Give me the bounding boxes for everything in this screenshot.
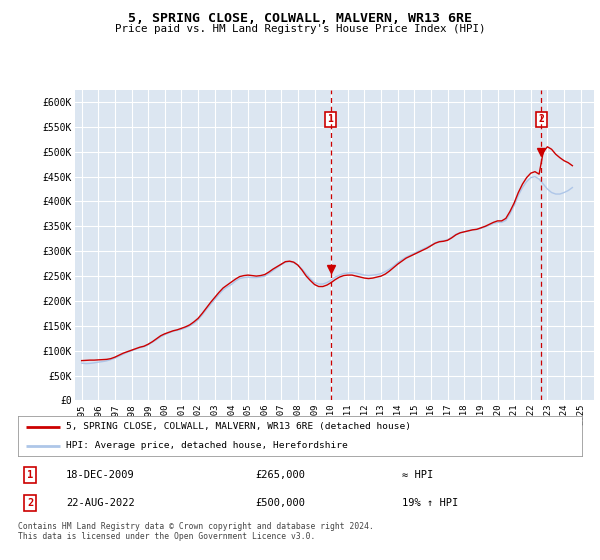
Text: £265,000: £265,000 — [255, 470, 305, 480]
Text: Contains HM Land Registry data © Crown copyright and database right 2024.
This d: Contains HM Land Registry data © Crown c… — [18, 522, 374, 542]
Text: £500,000: £500,000 — [255, 498, 305, 508]
Text: Price paid vs. HM Land Registry's House Price Index (HPI): Price paid vs. HM Land Registry's House … — [115, 24, 485, 34]
Text: 19% ↑ HPI: 19% ↑ HPI — [401, 498, 458, 508]
Text: 22-AUG-2022: 22-AUG-2022 — [66, 498, 134, 508]
Text: 1: 1 — [328, 114, 334, 124]
Text: ≈ HPI: ≈ HPI — [401, 470, 433, 480]
Text: 2: 2 — [538, 114, 544, 124]
Text: 5, SPRING CLOSE, COLWALL, MALVERN, WR13 6RE: 5, SPRING CLOSE, COLWALL, MALVERN, WR13 … — [128, 12, 472, 25]
Text: 18-DEC-2009: 18-DEC-2009 — [66, 470, 134, 480]
Text: 2: 2 — [27, 498, 34, 508]
Text: HPI: Average price, detached house, Herefordshire: HPI: Average price, detached house, Here… — [66, 441, 347, 450]
Text: 5, SPRING CLOSE, COLWALL, MALVERN, WR13 6RE (detached house): 5, SPRING CLOSE, COLWALL, MALVERN, WR13 … — [66, 422, 411, 431]
Text: 1: 1 — [27, 470, 34, 480]
